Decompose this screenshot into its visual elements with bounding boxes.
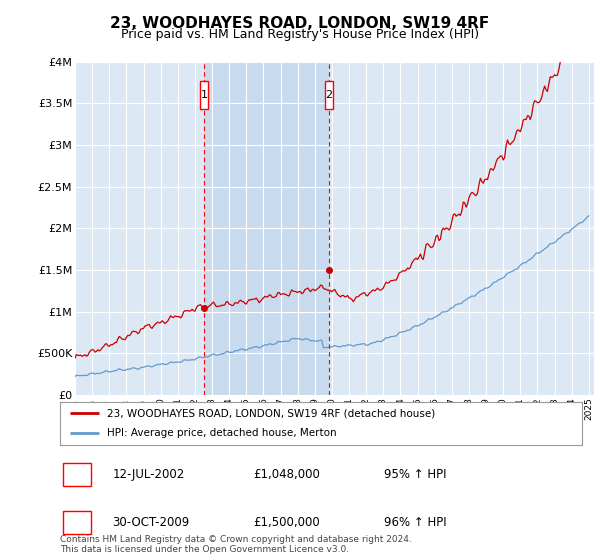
Bar <box>204 62 329 395</box>
Text: 1: 1 <box>200 90 208 100</box>
Bar <box>325 81 333 109</box>
Text: Contains HM Land Registry data © Crown copyright and database right 2024.
This d: Contains HM Land Registry data © Crown c… <box>60 535 412 554</box>
Text: 30-OCT-2009: 30-OCT-2009 <box>112 516 190 529</box>
Text: 95% ↑ HPI: 95% ↑ HPI <box>383 468 446 481</box>
Text: HPI: Average price, detached house, Merton: HPI: Average price, detached house, Mert… <box>107 428 337 438</box>
Text: 23, WOODHAYES ROAD, LONDON, SW19 4RF (detached house): 23, WOODHAYES ROAD, LONDON, SW19 4RF (de… <box>107 408 435 418</box>
Text: 96% ↑ HPI: 96% ↑ HPI <box>383 516 446 529</box>
Text: 23, WOODHAYES ROAD, LONDON, SW19 4RF: 23, WOODHAYES ROAD, LONDON, SW19 4RF <box>110 16 490 31</box>
Text: £1,048,000: £1,048,000 <box>253 468 320 481</box>
Text: £1,500,000: £1,500,000 <box>253 516 320 529</box>
Bar <box>200 81 208 109</box>
Text: Price paid vs. HM Land Registry's House Price Index (HPI): Price paid vs. HM Land Registry's House … <box>121 28 479 41</box>
Text: 1: 1 <box>73 468 81 481</box>
Text: 2: 2 <box>325 90 332 100</box>
Text: 2: 2 <box>73 516 81 529</box>
Bar <box>62 463 91 486</box>
Text: 12-JUL-2002: 12-JUL-2002 <box>112 468 184 481</box>
Bar <box>62 511 91 534</box>
